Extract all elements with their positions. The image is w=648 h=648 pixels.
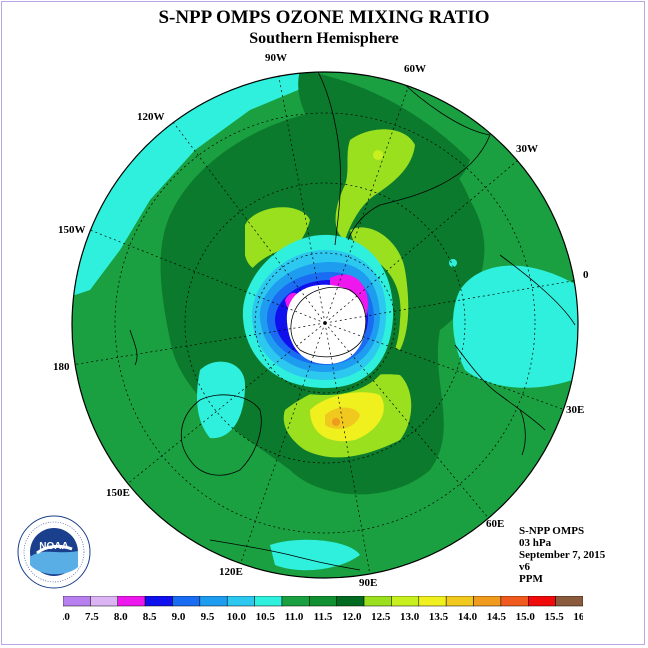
colorbar-swatch: [391, 596, 420, 607]
colorbar-swatch: [117, 596, 146, 607]
colorbar-tick-label: 15.0: [516, 611, 536, 623]
colorbar-swatch: [199, 596, 228, 607]
colorbar-swatch: [336, 596, 365, 607]
colorbar-swatch: [500, 596, 529, 607]
field-cyan-east: [453, 265, 578, 388]
lon-180: 180: [53, 361, 70, 373]
colorbar-swatch: [418, 596, 447, 607]
field-yellow-green-left: [245, 207, 310, 272]
coast-south-america-east: [347, 77, 491, 241]
colorbar-tick-label: 14.5: [487, 611, 507, 623]
colorbar-tick-label: 9.0: [172, 611, 186, 623]
coast-africa: [499, 254, 576, 326]
lon-120w: 120W: [137, 111, 165, 123]
colorbar-swatch: [555, 596, 583, 607]
field-yellow-spot: [373, 150, 383, 160]
colorbar-tick-label: 16.0: [573, 611, 583, 623]
colorbar: 7.0 7.5 8.0 8.5 9.0 9.5 10.0 10.5 11.0 11.5 12.0 12…: [63, 596, 583, 623]
colorbar-tick-label: 11.5: [314, 611, 333, 623]
instrument-label: S-NPP OMPS: [519, 525, 585, 537]
lon-150e: 150E: [106, 487, 130, 499]
colorbar-tick-label: 13.5: [429, 611, 449, 623]
field-yellow-green-upper: [335, 129, 415, 240]
lon-120e: 120E: [219, 566, 243, 578]
units-label: PPM: [519, 573, 543, 585]
lon-150w: 150W: [58, 224, 86, 236]
colorbar-tick-label: 7.0: [63, 611, 70, 623]
colorbar-tick-label: 15.5: [544, 611, 564, 623]
lon-0: 0: [583, 269, 589, 281]
coast-africa-east: [454, 344, 546, 431]
colorbar-swatch: [63, 596, 91, 607]
colorbar-swatch: [254, 596, 283, 607]
lon-30e: 30E: [566, 404, 584, 416]
colorbar-swatch: [172, 596, 201, 607]
colorbar-tick-label: 11.0: [285, 611, 304, 623]
map-title: S-NPP OMPS OZONE MIXING RATIO: [158, 7, 490, 28]
field-cyan-south: [270, 539, 360, 571]
coast-new-zealand: [129, 329, 138, 366]
polar-no-data: [286, 284, 367, 365]
coast-antarctica: [290, 286, 367, 358]
colorbar-swatch: [226, 596, 255, 607]
colorbar-swatch: [528, 596, 556, 607]
pressure-level-label: 03 hPa: [519, 537, 552, 549]
colorbar-swatch: [281, 596, 310, 607]
colorbar-swatch: [144, 596, 173, 607]
colorbar-swatch: [309, 596, 337, 607]
metadata-block: S-NPP OMPS 03 hPa September 7, 2015 v6 P…: [519, 525, 605, 585]
colorbar-tick-label: 8.5: [143, 611, 157, 623]
field-cyan-spot: [449, 259, 457, 267]
colorbar-tick-label: 7.5: [85, 611, 99, 623]
coast-madagascar: [519, 409, 526, 456]
map-subtitle: Southern Hemisphere: [249, 30, 399, 47]
date-label: September 7, 2015: [519, 549, 606, 561]
colorbar-tick-label: 10.5: [256, 611, 276, 623]
noaa-logo: NOAA: [17, 515, 91, 589]
colorbar-tick-label: 12.0: [342, 611, 362, 623]
version-label: v6: [519, 561, 530, 573]
colorbar-tick-label: 8.0: [114, 611, 128, 623]
lon-60e: 60E: [486, 518, 504, 530]
lon-60w: 60W: [404, 63, 426, 75]
colorbar-swatch: [90, 596, 118, 607]
lon-30w: 30W: [516, 143, 538, 155]
colorbar-swatch: [473, 596, 502, 607]
colorbar-tick-label: 14.0: [458, 611, 478, 623]
svg-text:NOAA: NOAA: [39, 541, 68, 552]
colorbar-tick-label: 13.0: [400, 611, 420, 623]
lon-90e: 90E: [359, 577, 377, 589]
coast-indonesia: [209, 539, 361, 571]
colorbar-tick-label: 10.0: [227, 611, 247, 623]
globe-outline: [71, 71, 579, 579]
colorbar-tick-label: 9.5: [201, 611, 215, 623]
colorbar-swatch: [363, 596, 392, 607]
field-cyan-southwest: [197, 361, 245, 439]
colorbar-tick-label: 12.5: [371, 611, 391, 623]
colorbar-swatch: [445, 596, 474, 607]
coast-south-america: [317, 72, 341, 246]
field-orange-core: [332, 418, 340, 426]
lon-90w: 90W: [265, 52, 287, 64]
